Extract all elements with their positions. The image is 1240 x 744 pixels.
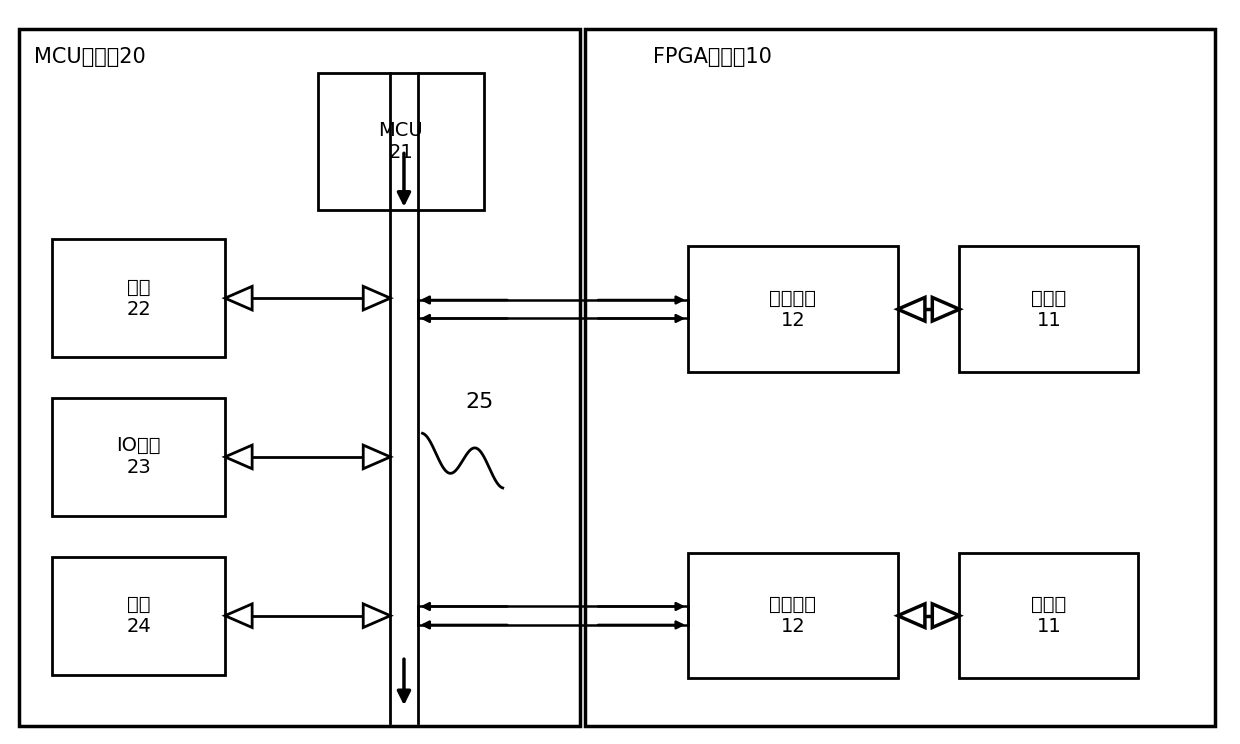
FancyBboxPatch shape <box>960 553 1138 679</box>
FancyBboxPatch shape <box>960 246 1138 372</box>
FancyBboxPatch shape <box>52 239 224 357</box>
Polygon shape <box>363 286 391 310</box>
Polygon shape <box>224 445 252 469</box>
Text: 加速器
11: 加速器 11 <box>1032 595 1066 636</box>
FancyBboxPatch shape <box>688 246 898 372</box>
Text: 共享存储
12: 共享存储 12 <box>769 289 816 330</box>
FancyBboxPatch shape <box>688 553 898 679</box>
Polygon shape <box>224 604 252 627</box>
Text: 内存
22: 内存 22 <box>126 278 151 318</box>
FancyBboxPatch shape <box>52 398 224 516</box>
Text: 外设
24: 外设 24 <box>126 595 151 636</box>
Text: MCU子系统20: MCU子系统20 <box>33 47 145 67</box>
Polygon shape <box>932 604 960 627</box>
Text: 共享存储
12: 共享存储 12 <box>769 595 816 636</box>
Polygon shape <box>224 286 252 310</box>
FancyBboxPatch shape <box>317 73 484 210</box>
Polygon shape <box>932 298 960 321</box>
Text: IO接口
23: IO接口 23 <box>117 437 161 478</box>
FancyBboxPatch shape <box>585 28 1215 726</box>
Text: MCU
21: MCU 21 <box>378 121 423 161</box>
Polygon shape <box>363 604 391 627</box>
Polygon shape <box>898 298 925 321</box>
Text: FPGA子系统10: FPGA子系统10 <box>653 47 773 67</box>
Polygon shape <box>898 604 925 627</box>
Text: 加速器
11: 加速器 11 <box>1032 289 1066 330</box>
FancyBboxPatch shape <box>52 557 224 675</box>
FancyBboxPatch shape <box>19 28 580 726</box>
Text: 25: 25 <box>466 391 494 411</box>
Polygon shape <box>363 445 391 469</box>
